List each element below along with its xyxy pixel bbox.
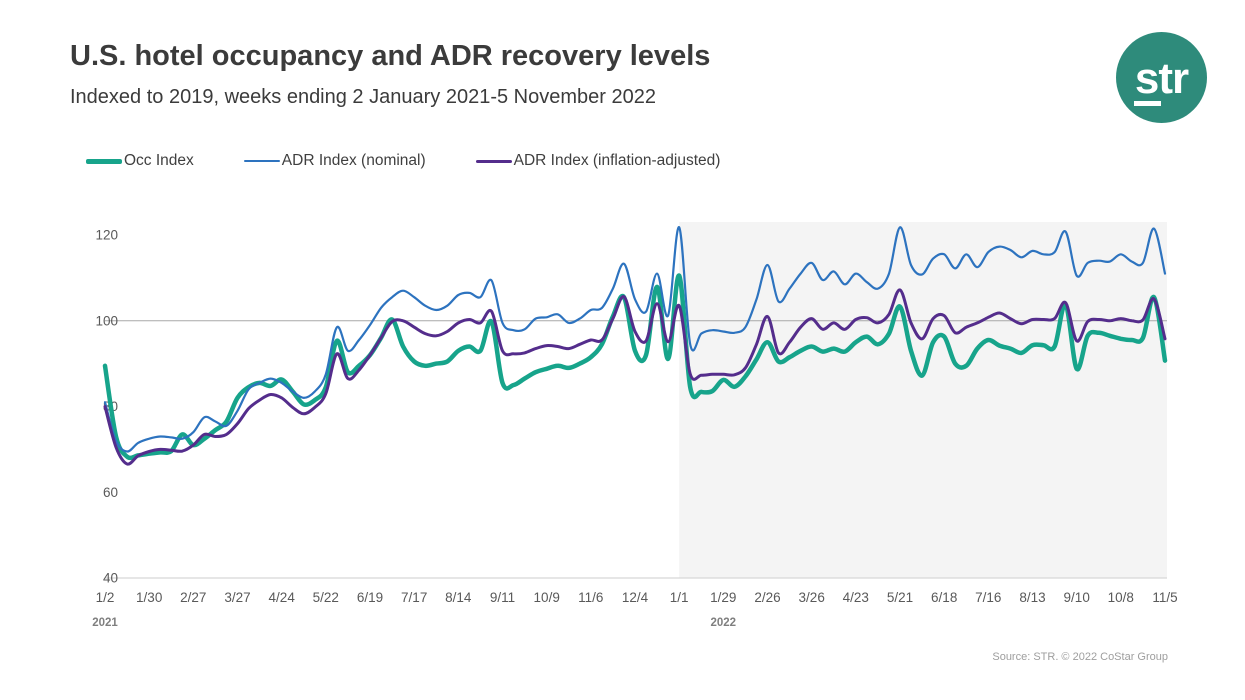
x-axis-tick-label: 2/26 xyxy=(754,590,780,605)
x-axis-tick-label: 9/10 xyxy=(1064,590,1090,605)
legend-swatch-adr-real xyxy=(475,159,512,163)
series-line-occ-index xyxy=(102,273,1168,461)
legend-item-adr-nominal: ADR Index (nominal) xyxy=(243,152,426,170)
x-axis-tick-label: 10/8 xyxy=(1108,590,1134,605)
x-axis-tick-label: 1/30 xyxy=(136,590,162,605)
legend-item-adr-real: ADR Index (inflation-adjusted) xyxy=(475,152,721,170)
x-axis-tick-label: 6/19 xyxy=(357,590,383,605)
x-axis-tick-label: 1/2 xyxy=(96,590,115,605)
x-axis-tick-label: 5/22 xyxy=(313,590,339,605)
x-axis-tick-label: 9/11 xyxy=(490,590,515,605)
legend-swatch-adr-nominal xyxy=(243,160,280,162)
x-axis-tick-label: 8/14 xyxy=(445,590,472,605)
y-axis-tick-label: 100 xyxy=(95,313,118,328)
x-axis-tick-label: 2/27 xyxy=(180,590,206,605)
y-axis-tick-label: 60 xyxy=(103,485,118,500)
legend-item-occ-index: Occ Index xyxy=(86,152,194,170)
page-subtitle: Indexed to 2019, weeks ending 2 January … xyxy=(70,86,656,108)
series-line-adr-index-inflation-adjusted xyxy=(103,288,1167,466)
str-logo-text: str xyxy=(1134,53,1189,103)
x-axis-tick-label: 11/6 xyxy=(578,590,603,605)
x-axis-tick-label: 6/18 xyxy=(931,590,957,605)
legend-label-occ-index: Occ Index xyxy=(124,152,194,169)
x-axis-tick-label: 12/4 xyxy=(622,590,649,605)
year-label: 2022 xyxy=(711,617,737,629)
legend-label-adr-real: ADR Index (inflation-adjusted) xyxy=(513,152,721,169)
x-axis-tick-label: 11/5 xyxy=(1152,590,1177,605)
page-title: U.S. hotel occupancy and ADR recovery le… xyxy=(70,40,711,72)
x-axis-tick-label: 3/26 xyxy=(799,590,825,605)
legend-label-adr-nominal: ADR Index (nominal) xyxy=(281,152,426,169)
x-axis-tick-label: 10/9 xyxy=(534,590,560,605)
str-logo: str xyxy=(1116,32,1207,123)
x-axis-tick-label: 4/23 xyxy=(843,590,869,605)
x-axis-tick-label: 7/16 xyxy=(975,590,1001,605)
shaded-region-2022 xyxy=(679,222,1167,578)
chart-legend: Occ Index ADR Index (nominal) ADR Index … xyxy=(86,152,720,170)
legend-swatch-occ-index xyxy=(86,158,122,164)
x-axis-tick-label: 1/29 xyxy=(710,590,736,605)
x-axis-tick-label: 1/1 xyxy=(670,590,689,605)
y-axis-tick-label: 120 xyxy=(95,228,118,243)
x-axis-tick-label: 7/17 xyxy=(401,590,427,605)
x-axis-tick-label: 8/13 xyxy=(1019,590,1045,605)
x-axis-tick-label: 4/24 xyxy=(269,590,296,605)
source-attribution: Source: STR. © 2022 CoStar Group xyxy=(992,651,1168,663)
str-logo-underline xyxy=(1134,101,1161,107)
series-line-adr-index-nominal xyxy=(103,226,1167,453)
x-axis-tick-label: 3/27 xyxy=(224,590,250,605)
x-axis-tick-label: 5/21 xyxy=(887,590,913,605)
y-axis-tick-label: 40 xyxy=(103,571,118,586)
year-label: 2021 xyxy=(92,617,118,629)
